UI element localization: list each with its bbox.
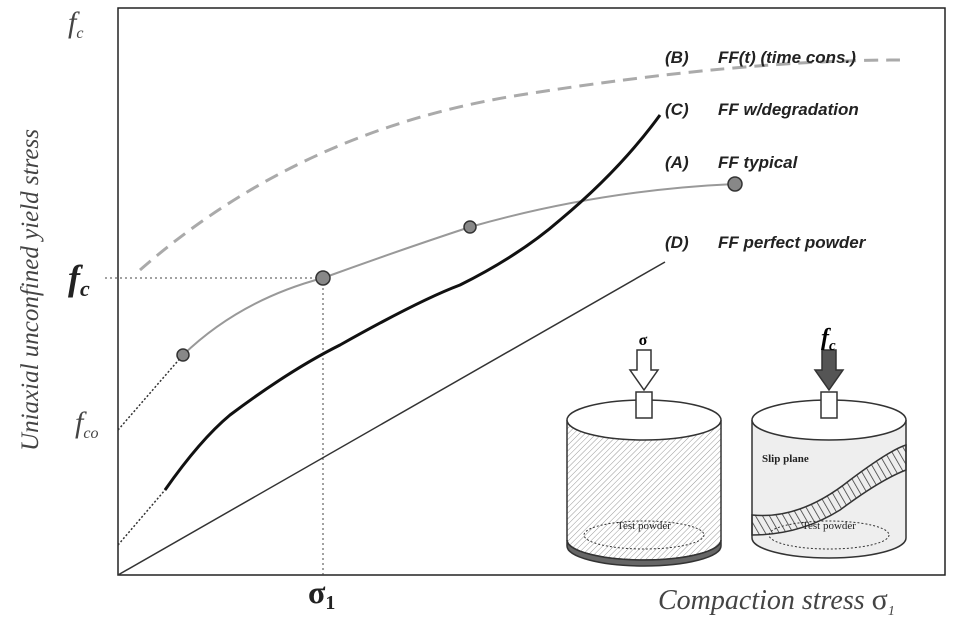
inset-text: Slip plane (762, 453, 809, 465)
text-part: c (80, 276, 90, 301)
x-mark: σ1 (308, 574, 335, 614)
text-part: co (83, 425, 98, 442)
cylinder-left (566, 349, 722, 567)
text-part: Compaction stress (658, 585, 872, 616)
point (176, 348, 190, 362)
curve-c-extrapolation (117, 489, 166, 546)
plot-frame (117, 7, 946, 576)
curve-c (163, 114, 662, 491)
point (727, 176, 743, 192)
text-part: c (829, 338, 836, 354)
curve-d (117, 261, 666, 576)
text-part: f (68, 258, 83, 298)
curve-label: FF typical (718, 153, 799, 172)
curve-a-extrapolation (117, 354, 184, 431)
text-part: f (821, 325, 831, 351)
y-origin: fco (75, 406, 98, 442)
y-top-symbol: fc (68, 6, 83, 42)
curve-letter: (C) (665, 100, 689, 119)
curve-letter: (B) (665, 48, 689, 67)
text-part: c (76, 25, 83, 42)
text-part: σ (872, 583, 888, 616)
inset-arrow-label: fc (821, 325, 836, 354)
text-part: σ (308, 574, 326, 610)
text-part: 1 (325, 592, 335, 614)
y-axis-label: Uniaxial unconfined yield stress (17, 129, 44, 451)
curve-b (139, 58, 901, 272)
cylinder-right (751, 349, 907, 559)
point (463, 220, 477, 234)
curve-letter: (D) (665, 233, 689, 252)
curve-label: FF perfect powder (718, 233, 867, 252)
point (315, 270, 331, 286)
inset-arrow-label: σ (639, 332, 648, 349)
curve-letter: (A) (665, 153, 689, 172)
curve-label: FF(t) (time cons.) (718, 48, 856, 67)
y-mark: fc (68, 258, 90, 301)
inset-text: Test powder (617, 520, 671, 532)
text-part: 1 (888, 604, 895, 617)
x-axis-label: Compaction stress σ1 (658, 583, 895, 617)
curve-label: FF w/degradation (718, 100, 859, 119)
curve-a (182, 183, 736, 356)
inset-text: Test powder (802, 520, 856, 532)
